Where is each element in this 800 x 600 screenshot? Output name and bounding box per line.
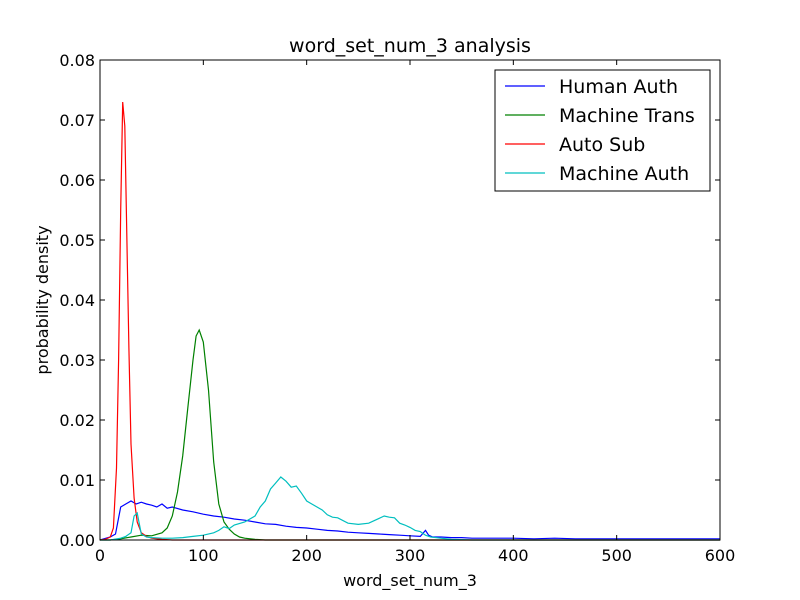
legend: Human Auth Machine Trans Auto Sub Machine A… <box>494 69 711 192</box>
x-tick-label: 100 <box>188 546 219 565</box>
legend-label-machine-trans: Machine Trans <box>559 105 695 127</box>
legend-label-human-auth: Human Auth <box>559 76 678 98</box>
series-line-machine-auth <box>100 476 720 541</box>
legend-label-machine-auth: Machine Auth <box>559 163 689 185</box>
y-tick-label: 0.07 <box>59 111 95 130</box>
chart-title: word_set_num_3 analysis <box>289 35 531 57</box>
x-tick-label: 200 <box>291 546 322 565</box>
x-tick-label: 600 <box>705 546 736 565</box>
y-tick-label: 0.03 <box>59 351 95 370</box>
x-tick-label: 400 <box>498 546 529 565</box>
y-tick-label: 0.08 <box>59 51 95 70</box>
y-tick-label: 0.04 <box>59 291 95 310</box>
y-tick-label: 0.05 <box>59 231 95 250</box>
y-tick-label: 0.01 <box>59 471 95 490</box>
legend-box <box>494 69 711 192</box>
x-axis-label: word_set_num_3 <box>343 571 477 591</box>
legend-label-auto-sub: Auto Sub <box>559 134 645 156</box>
y-tick-label: 0.00 <box>59 531 95 550</box>
y-tick-label: 0.02 <box>59 411 95 430</box>
x-tick-label: 300 <box>395 546 426 565</box>
y-tick-label: 0.06 <box>59 171 95 190</box>
x-tick-label: 0 <box>95 546 105 565</box>
x-tick-label: 500 <box>601 546 632 565</box>
y-axis-label: probability density <box>33 225 52 374</box>
series-line-human-auth <box>99 500 720 541</box>
ticks-layer: 0 100 200 300 400 500 600 0.00 0.01 0.02 0.03 0.04 0… <box>59 51 735 565</box>
